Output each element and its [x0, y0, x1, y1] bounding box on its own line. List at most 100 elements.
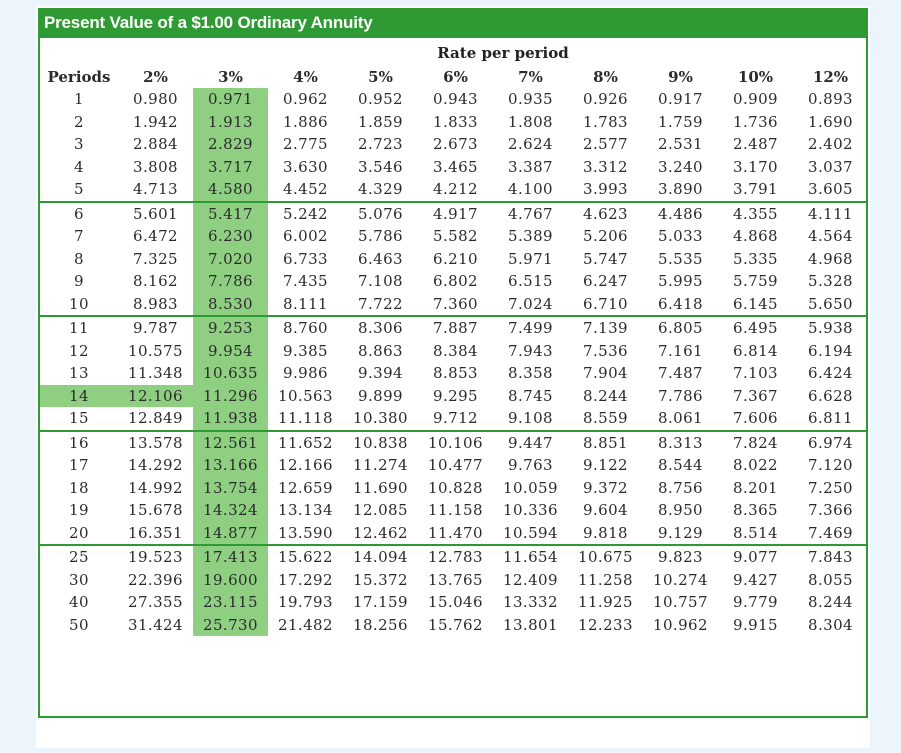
- pv-factor-cell: 6.805: [643, 315, 718, 340]
- pv-factor-cell: 4.212: [433, 180, 478, 199]
- pv-factor-cell: 12.085: [353, 501, 408, 520]
- pv-factor-cell: 14.094: [343, 544, 418, 569]
- period-cell: 50: [69, 615, 89, 634]
- period-cell: 5: [74, 180, 84, 199]
- pv-factor-cell: 9.818: [583, 523, 628, 542]
- period-cell: 2: [74, 112, 84, 131]
- pv-factor-cell: 7.487: [658, 364, 703, 383]
- pv-factor-cell: 3.993: [583, 180, 628, 199]
- period-cell: 10: [69, 294, 89, 313]
- pv-factor-cell: 9.385: [283, 341, 328, 360]
- pv-factor-cell: 4.486: [643, 200, 718, 225]
- pv-factor-cell: 2.775: [283, 135, 328, 154]
- pv-factor-cell: 11.690: [353, 478, 408, 497]
- pv-factor-cell: 5.582: [433, 227, 478, 246]
- pv-factor-cell: 7.120: [808, 456, 853, 475]
- pv-factor-cell: 1.913: [193, 110, 268, 133]
- table-row: 19 15.678 14.324 13.134 12.085 11.158 10.336 9.…: [40, 499, 868, 522]
- pv-factor-cell: 8.514: [733, 523, 778, 542]
- table-row: 11 9.787 9.253 8.760 8.306 7.887 7.499 7.139 6.8…: [40, 315, 868, 340]
- pv-factor-cell: 4.917: [418, 200, 493, 225]
- pv-factor-cell: 13.765: [428, 570, 483, 589]
- pv-factor-cell: 1.886: [283, 112, 328, 131]
- pv-factor-cell: 7.250: [808, 478, 853, 497]
- pv-factor-cell: 11.652: [268, 429, 343, 454]
- pv-factor-cell: 15.762: [428, 615, 483, 634]
- pv-factor-cell: 3.717: [193, 155, 268, 178]
- pv-factor-cell: 12.783: [418, 544, 493, 569]
- pv-factor-cell: 4.968: [808, 249, 853, 268]
- pv-factor-cell: 6.210: [433, 249, 478, 268]
- pv-factor-cell: 6.495: [718, 315, 793, 340]
- pv-factor-cell: 2.673: [433, 135, 478, 154]
- pv-factor-cell: 8.306: [343, 315, 418, 340]
- pv-factor-cell: 10.563: [278, 386, 333, 405]
- pv-factor-cell: 0.980: [133, 90, 178, 109]
- table-row: 3 2.884 2.829 2.775 2.723 2.673 2.624 2.577 2.53…: [40, 133, 868, 156]
- pv-factor-cell: 8.544: [658, 456, 703, 475]
- pv-factor-cell: 31.424: [128, 615, 183, 634]
- pv-factor-cell: 7.020: [193, 247, 268, 270]
- pv-factor-cell: 8.244: [583, 386, 628, 405]
- pv-factor-cell: 6.515: [508, 272, 553, 291]
- pv-factor-cell: 9.823: [643, 544, 718, 569]
- pv-factor-cell: 22.396: [128, 570, 183, 589]
- pv-factor-cell: 19.523: [118, 544, 193, 569]
- pv-factor-cell: 2.487: [733, 135, 778, 154]
- pv-factor-cell: 3.791: [733, 180, 778, 199]
- pv-factor-cell: 4.623: [568, 200, 643, 225]
- pv-factor-cell: 7.887: [418, 315, 493, 340]
- table-row: 10 8.983 8.530 8.111 7.722 7.360 7.024 6.710 6.4…: [40, 292, 868, 316]
- pv-factor-cell: 7.360: [433, 294, 478, 313]
- pv-factor-cell: 0.909: [733, 90, 778, 109]
- pv-factor-cell: 9.108: [508, 409, 553, 428]
- pv-factor-cell: 10.106: [418, 429, 493, 454]
- pv-factor-cell: 10.274: [653, 570, 708, 589]
- period-cell: 25: [40, 544, 118, 569]
- pv-factor-cell: 0.952: [358, 90, 403, 109]
- pv-factor-cell: 8.760: [268, 315, 343, 340]
- pv-factor-cell: 1.859: [358, 112, 403, 131]
- period-cell: 4: [74, 157, 84, 176]
- pv-factor-cell: 9.787: [118, 315, 193, 340]
- pv-factor-cell: 11.938: [193, 407, 268, 431]
- period-cell: 8: [74, 249, 84, 268]
- pv-factor-cell: 9.447: [493, 429, 568, 454]
- pv-factor-cell: 12.233: [578, 615, 633, 634]
- column-header-periods: Periods: [47, 68, 111, 86]
- pv-factor-cell: 15.622: [268, 544, 343, 569]
- pv-factor-cell: 6.194: [808, 341, 853, 360]
- table-row: 50 31.424 25.730 21.482 18.256 15.762 13.801 12…: [40, 613, 868, 636]
- period-cell: 30: [69, 570, 89, 589]
- pv-factor-cell: 10.828: [428, 478, 483, 497]
- pv-factor-cell: 13.590: [278, 523, 333, 542]
- pv-factor-cell: 9.986: [283, 364, 328, 383]
- pv-factor-cell: 1.942: [133, 112, 178, 131]
- pv-factor-cell: 2.884: [133, 135, 178, 154]
- pv-factor-cell: 5.242: [268, 200, 343, 225]
- pv-factor-cell: 14.324: [193, 499, 268, 522]
- pv-factor-cell: 13.134: [278, 501, 333, 520]
- pv-factor-cell: 13.578: [118, 429, 193, 454]
- pv-factor-cell: 2.531: [658, 135, 703, 154]
- column-header-rate: 8%: [593, 68, 618, 86]
- pv-factor-cell: 18.256: [353, 615, 408, 634]
- pv-factor-cell: 6.811: [808, 409, 853, 428]
- table-row: 14 12.106 11.296 10.563 9.899 9.295 8.745 8.244…: [40, 384, 868, 407]
- pv-factor-cell: 0.926: [583, 90, 628, 109]
- pv-factor-cell: 19.793: [278, 593, 333, 612]
- pv-factor-cell: 8.853: [433, 364, 478, 383]
- pv-factor-cell: 7.469: [808, 523, 853, 542]
- pv-factor-cell: 12.561: [193, 429, 268, 454]
- pv-factor-cell: 13.166: [193, 454, 268, 477]
- pv-factor-cell: 8.950: [658, 501, 703, 520]
- pv-factor-cell: 17.159: [353, 593, 408, 612]
- pv-factor-cell: 19.600: [193, 568, 268, 591]
- pv-factor-cell: 3.240: [658, 157, 703, 176]
- pv-factor-cell: 8.201: [733, 478, 778, 497]
- pv-factor-cell: 9.122: [583, 456, 628, 475]
- pv-factor-cell: 6.424: [808, 364, 853, 383]
- pv-factor-cell: 5.995: [658, 272, 703, 291]
- pv-factor-cell: 3.387: [508, 157, 553, 176]
- pv-factor-cell: 7.325: [133, 249, 178, 268]
